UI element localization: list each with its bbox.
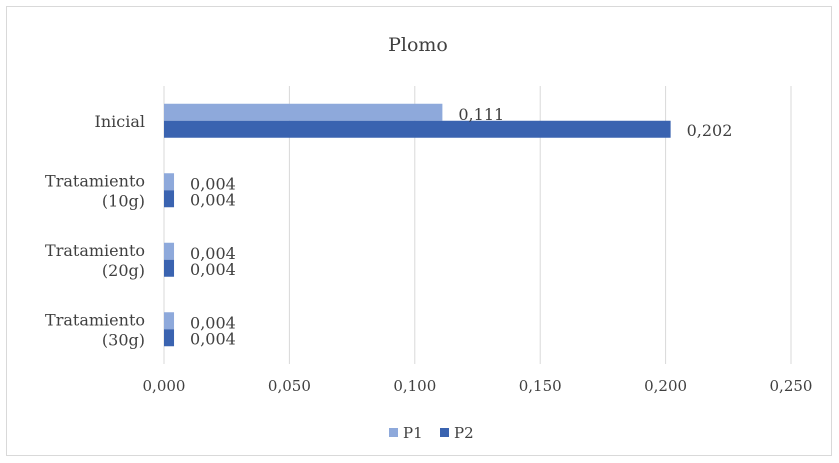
data-label: 0,004 bbox=[190, 313, 236, 332]
bar-p1 bbox=[164, 312, 175, 330]
category-label: (20g) bbox=[102, 261, 145, 280]
legend: P1 P2 bbox=[389, 424, 474, 442]
x-tick-label: 0,000 bbox=[143, 377, 186, 395]
bar-p1 bbox=[164, 242, 175, 260]
legend-label: P2 bbox=[454, 424, 474, 442]
x-tick-label: 0,200 bbox=[644, 377, 687, 395]
data-label: 0,004 bbox=[190, 244, 236, 263]
x-tick-label: 0,250 bbox=[770, 377, 813, 395]
bar-p1 bbox=[164, 103, 443, 121]
data-label: 0,111 bbox=[458, 105, 504, 124]
data-label: 0,004 bbox=[190, 329, 236, 348]
bar-p1 bbox=[164, 173, 175, 191]
category-label: (30g) bbox=[102, 330, 145, 349]
legend-swatch-p1 bbox=[389, 428, 398, 437]
category-label: (10g) bbox=[102, 191, 145, 210]
x-tick-label: 0,100 bbox=[393, 377, 436, 395]
category-labels: InicialTratamiento(10g)Tratamiento(20g)T… bbox=[45, 112, 145, 350]
legend-label: P1 bbox=[403, 424, 423, 442]
data-label: 0,202 bbox=[687, 121, 733, 140]
x-tick-labels: 0,000 0,050 0,100 0,150 0,200 0,250 bbox=[143, 377, 813, 395]
chart-title: Plomo bbox=[388, 34, 448, 56]
x-tick-label: 0,150 bbox=[519, 377, 562, 395]
bar-p2 bbox=[164, 190, 175, 208]
category-label: Tratamiento bbox=[45, 241, 145, 260]
category-label: Tratamiento bbox=[45, 171, 145, 190]
bar-p2 bbox=[164, 329, 175, 347]
bar-p2 bbox=[164, 120, 671, 138]
category-label: Inicial bbox=[95, 112, 145, 131]
x-tick-label: 0,050 bbox=[268, 377, 311, 395]
bar-p2 bbox=[164, 259, 175, 277]
data-label: 0,004 bbox=[190, 260, 236, 279]
data-label: 0,004 bbox=[190, 190, 236, 209]
legend-swatch-p2 bbox=[440, 428, 449, 437]
data-label: 0,004 bbox=[190, 174, 236, 193]
category-label: Tratamiento bbox=[45, 310, 145, 329]
chart-frame bbox=[6, 6, 832, 456]
bars bbox=[164, 103, 671, 347]
